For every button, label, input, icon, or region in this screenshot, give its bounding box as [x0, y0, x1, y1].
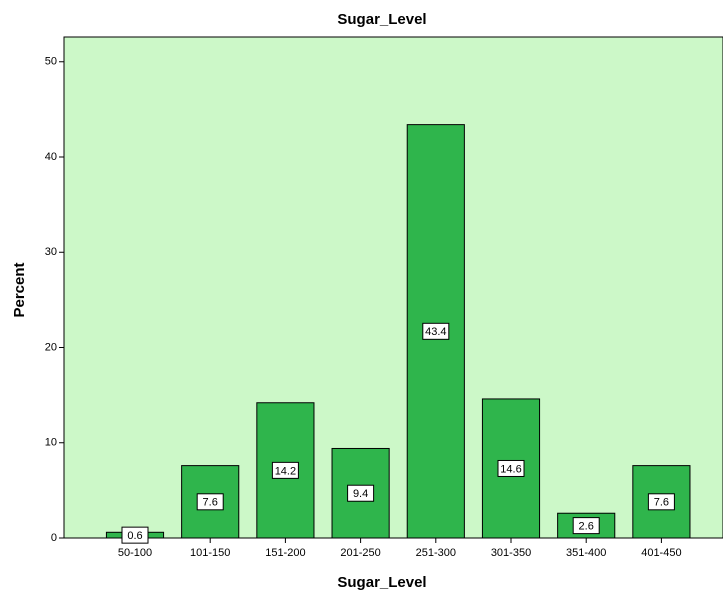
x-axis-label: Sugar_Level	[337, 574, 426, 591]
data-label-box	[647, 493, 675, 511]
data-label: 0.6	[127, 530, 142, 542]
x-tick-label: 201-250	[340, 547, 380, 559]
data-label-box	[121, 526, 149, 544]
y-tick-label: 20	[45, 341, 57, 353]
chart-title: Sugar_Level	[337, 11, 426, 28]
x-tick-label: 301-350	[491, 547, 531, 559]
data-label: 7.6	[654, 497, 669, 509]
y-tick-label: 0	[51, 532, 57, 544]
x-tick-label: 251-300	[416, 547, 456, 559]
data-label-box	[422, 322, 450, 340]
data-label: 2.6	[579, 521, 594, 533]
data-label: 14.6	[500, 463, 521, 475]
y-axis-label: Percent	[11, 262, 28, 317]
x-tick-label: 401-450	[641, 547, 681, 559]
data-label: 43.4	[425, 326, 446, 338]
data-label-box	[271, 461, 299, 479]
data-label-box	[572, 517, 600, 535]
data-label-box	[497, 459, 525, 477]
data-label-box	[347, 484, 375, 502]
data-label-box	[196, 493, 224, 511]
x-tick-label: 101-150	[190, 547, 230, 559]
x-tick-label: 151-200	[265, 547, 305, 559]
y-tick-label: 40	[45, 151, 57, 163]
y-tick-label: 10	[45, 437, 57, 449]
data-label: 7.6	[203, 497, 218, 509]
x-tick-label: 351-400	[566, 547, 606, 559]
x-tick-label: 50-100	[118, 547, 152, 559]
data-label: 9.4	[353, 488, 368, 500]
data-label: 14.2	[275, 465, 296, 477]
y-tick-label: 50	[45, 56, 57, 68]
plot-area	[63, 36, 723, 539]
y-tick-label: 30	[45, 246, 57, 258]
